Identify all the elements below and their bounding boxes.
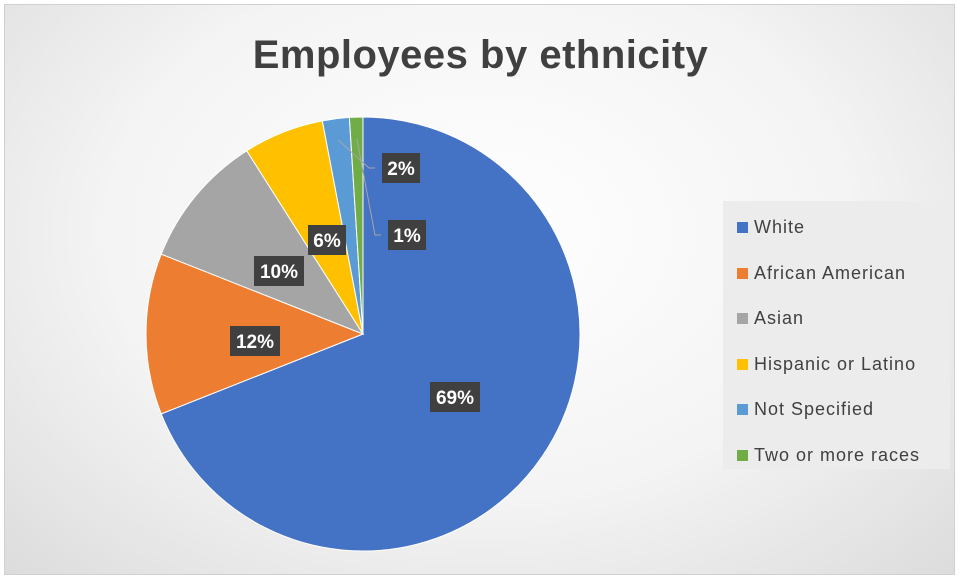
legend-label: White — [754, 217, 806, 238]
legend-item-white: White — [723, 205, 950, 251]
data-label-text: 10% — [260, 262, 298, 283]
legend-item-african-american: African American — [723, 251, 950, 297]
legend-item-two-or-more-races: Two or more races — [723, 433, 950, 479]
legend-swatch — [737, 449, 748, 461]
leader-line — [356, 138, 381, 236]
data-label: 10% — [254, 256, 304, 286]
data-label-text: 12% — [236, 332, 274, 353]
pie-slices — [145, 116, 581, 552]
pie-chart: 69% 12% 10% 6% 2% 1% — [145, 116, 581, 552]
data-label-text: 1% — [393, 226, 421, 247]
legend-swatch — [737, 267, 748, 279]
leader-lines — [338, 138, 381, 236]
chart-title: Employees by ethnicity — [252, 33, 709, 77]
pie-slice-two-or-more-races — [348, 116, 364, 335]
data-label-box — [388, 220, 426, 250]
leader-line — [338, 139, 375, 169]
legend-swatch — [737, 222, 748, 234]
legend-label: Asian — [754, 308, 805, 329]
data-label-text: 6% — [313, 231, 341, 252]
legend-item-not-specified: Not Specified — [723, 387, 950, 433]
legend-label: Two or more races — [754, 444, 921, 465]
data-label: 2% — [382, 153, 420, 183]
data-label-box — [308, 225, 346, 255]
data-labels: 69% 12% 10% 6% 2% 1% — [230, 153, 480, 412]
data-label-box — [254, 256, 304, 286]
data-label-box — [230, 326, 280, 356]
pie-slice-asian — [160, 150, 365, 336]
data-label: 1% — [388, 220, 426, 250]
data-label-text: 69% — [436, 388, 474, 409]
legend-swatch — [737, 313, 748, 325]
data-label: 6% — [308, 225, 346, 255]
data-label: 12% — [230, 326, 280, 356]
data-label: 69% — [430, 382, 480, 412]
legend-swatch — [737, 358, 748, 370]
legend-label: Not Specified — [754, 399, 875, 420]
legend-label: African American — [754, 262, 907, 283]
legend-item-hispanic-or-latino: Hispanic or Latino — [723, 342, 950, 388]
chart-area: Employees by ethnicity 69% 12% 10% 6% 2% 1% W… — [4, 4, 955, 575]
legend-label: Hispanic or Latino — [754, 353, 917, 374]
legend: White African American Asian Hispanic or La… — [723, 201, 950, 469]
data-label-box — [430, 382, 480, 412]
legend-swatch — [737, 404, 748, 416]
data-label-text: 2% — [387, 159, 415, 180]
data-label-box — [382, 153, 420, 183]
pie-slice-white — [160, 116, 581, 552]
legend-item-asian: Asian — [723, 296, 950, 342]
